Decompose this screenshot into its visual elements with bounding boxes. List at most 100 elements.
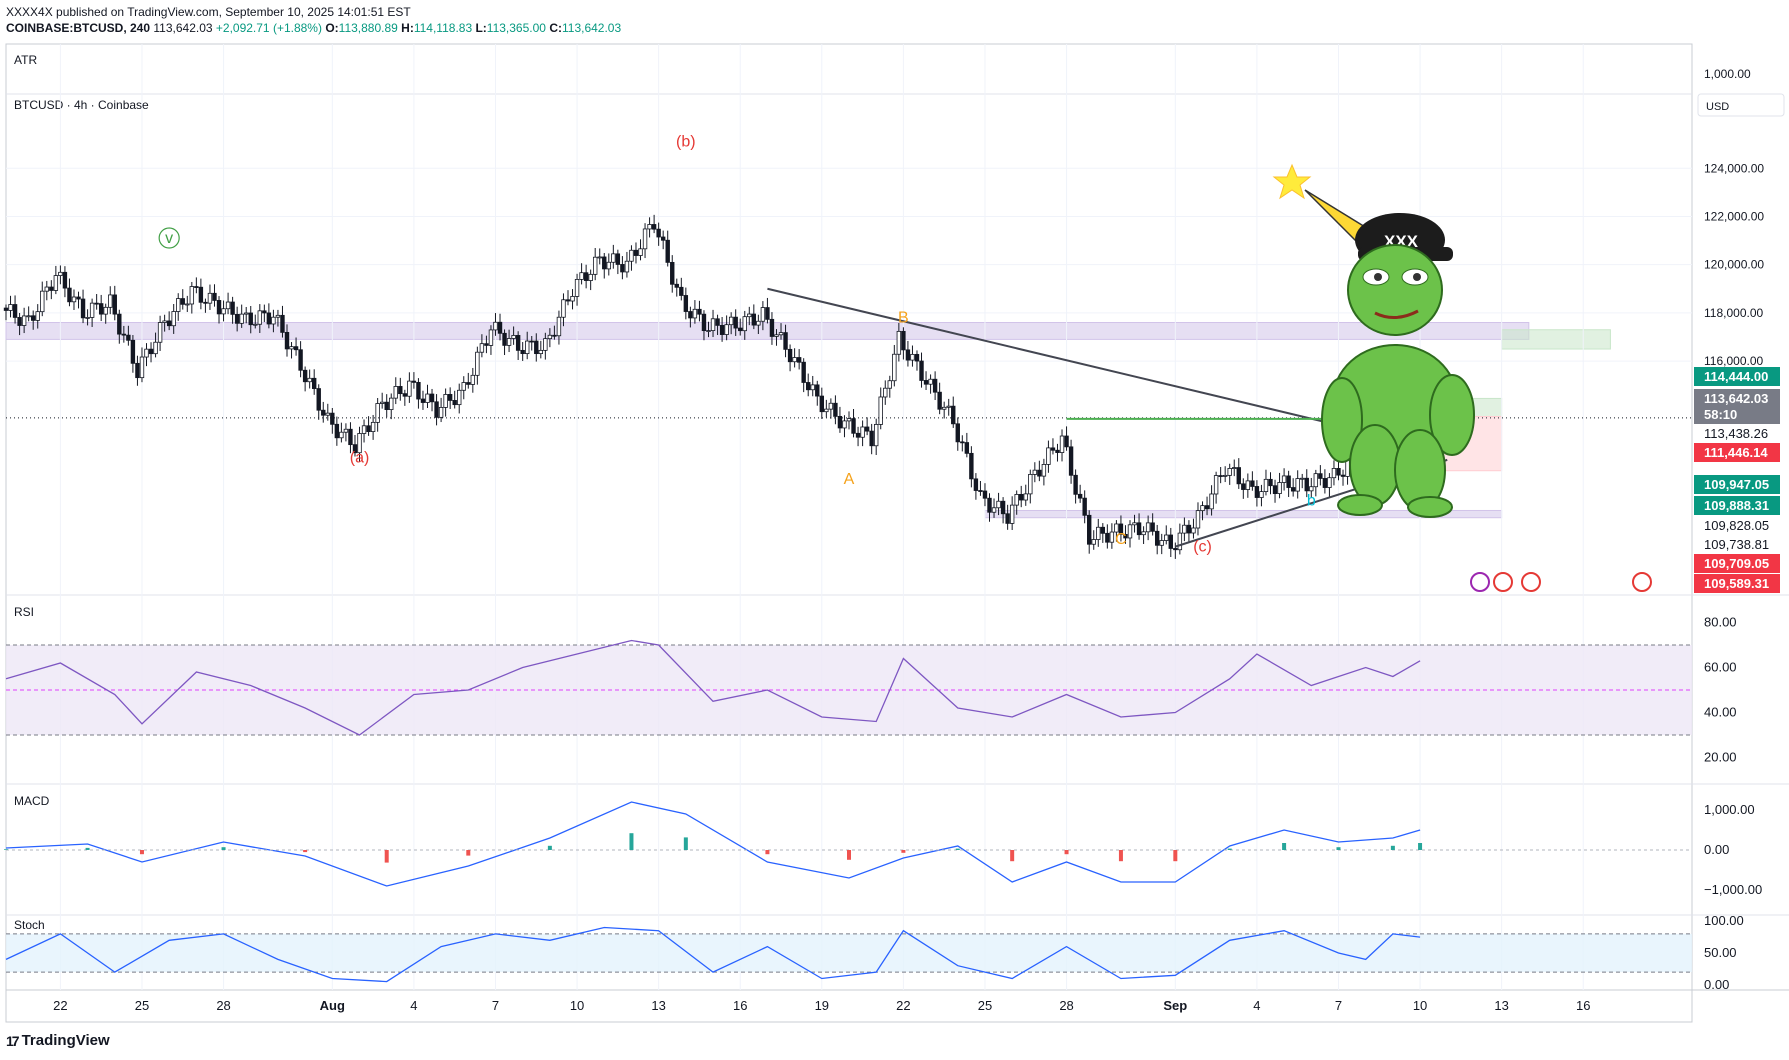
candle-body xyxy=(778,332,784,336)
candle-body xyxy=(991,507,997,513)
candle-body xyxy=(1046,447,1051,465)
candle-body xyxy=(742,316,747,332)
macd-histogram-bar xyxy=(1336,847,1341,850)
currency-box[interactable] xyxy=(1697,93,1785,117)
price-badge-label: 111,446.14 xyxy=(1704,445,1768,460)
event-icons[interactable] xyxy=(1470,572,1652,592)
candle-body xyxy=(592,256,598,275)
candle-body xyxy=(207,292,213,304)
high-label: H: xyxy=(401,21,414,35)
candle-body xyxy=(17,317,22,326)
chart-canvas[interactable]: ATR 1,000.00 BTCUSD · 4h · Coinbase USD … xyxy=(0,0,1789,1030)
candle-body xyxy=(253,323,258,326)
candle-body xyxy=(1213,475,1219,495)
wave-label: B xyxy=(898,310,909,327)
price-tick-label: 124,000.00 xyxy=(1704,161,1764,175)
candle-body xyxy=(266,312,272,325)
time-tick-label: 22 xyxy=(896,998,910,1013)
candle-body xyxy=(756,320,761,326)
last-price: 113,642.03 xyxy=(153,21,213,35)
candle-body xyxy=(987,497,992,513)
time-tick-label: 7 xyxy=(1335,998,1342,1013)
candle-body xyxy=(765,307,770,320)
candle-body xyxy=(837,415,843,429)
candle-body xyxy=(574,278,580,297)
candle-body xyxy=(1150,522,1155,532)
wave-label: (c) xyxy=(1193,538,1212,555)
candle-body xyxy=(1331,468,1337,479)
candles-layer xyxy=(3,214,1418,559)
us-flag-icon[interactable] xyxy=(1521,572,1541,592)
candle-body xyxy=(1309,486,1314,492)
candle-body xyxy=(1277,482,1282,494)
candle-body xyxy=(960,441,965,444)
rsi-tick-label: 20.00 xyxy=(1704,750,1737,765)
candle-body xyxy=(633,249,639,256)
candle-body xyxy=(851,418,856,434)
symbol-label: COINBASE:BTCUSD, 240 xyxy=(6,21,151,35)
candle-body xyxy=(94,302,99,305)
us-flag-icon[interactable] xyxy=(1632,572,1652,592)
macd-histogram-bar xyxy=(1173,850,1178,862)
candle-body xyxy=(80,298,86,319)
rsi-label: RSI xyxy=(14,605,34,619)
price-badge xyxy=(1694,405,1780,424)
candle-body xyxy=(1177,532,1183,551)
macd-histogram-bar xyxy=(629,833,634,850)
candle-body xyxy=(1209,493,1214,510)
macd-histogram-bar xyxy=(466,850,471,856)
candle-body xyxy=(58,271,63,276)
candle-body xyxy=(352,444,358,454)
ohlc-line: COINBASE:BTCUSD, 240 113,642.03 +2,092.7… xyxy=(6,20,621,36)
candle-body xyxy=(1118,523,1124,535)
price-badge xyxy=(1694,443,1780,462)
candle-body xyxy=(135,362,140,379)
candle-body xyxy=(751,313,757,326)
candle-body xyxy=(1068,446,1074,476)
candle-body xyxy=(1132,522,1137,526)
wave-label: b xyxy=(1307,493,1316,510)
price-badge-label: 114,444.00 xyxy=(1704,369,1768,384)
time-tick-label: 7 xyxy=(492,998,499,1013)
candle-body xyxy=(570,296,575,302)
candle-body xyxy=(103,306,108,315)
candle-body xyxy=(896,330,902,355)
candle-body xyxy=(828,402,834,410)
candle-body xyxy=(543,338,548,351)
candle-body xyxy=(1313,473,1319,488)
flash-icon[interactable] xyxy=(1470,572,1490,592)
tradingview-logo[interactable]: 17 TradingView xyxy=(6,1032,110,1049)
candle-body xyxy=(402,393,408,397)
candle-body xyxy=(855,432,861,438)
candle-body xyxy=(67,287,72,303)
wave-circle xyxy=(158,227,180,249)
candle-body xyxy=(738,327,743,332)
candle-body xyxy=(443,394,448,408)
candle-body xyxy=(860,426,865,438)
candle-body xyxy=(244,312,249,315)
band-fill xyxy=(6,933,1692,973)
candle-body xyxy=(982,490,988,499)
open-value: 113,880.89 xyxy=(338,21,398,35)
target-zone xyxy=(1501,329,1611,350)
main-pane-label: BTCUSD · 4h · Coinbase xyxy=(14,98,149,112)
candle-body xyxy=(978,490,983,492)
us-flag-icon[interactable] xyxy=(1493,572,1513,592)
candle-body xyxy=(928,378,933,385)
candle-body xyxy=(1087,514,1092,545)
stoch-k-line xyxy=(5,926,1421,983)
candle-body xyxy=(1023,493,1028,501)
open-label: O: xyxy=(325,21,339,35)
low-value: 113,365.00 xyxy=(486,21,546,35)
macd-histogram-bar xyxy=(1010,850,1015,862)
candle-body xyxy=(1236,467,1241,485)
candle-body xyxy=(302,369,308,383)
candle-body xyxy=(171,311,176,327)
candle-body xyxy=(1091,539,1096,545)
candle-body xyxy=(556,316,562,337)
candle-body xyxy=(3,307,9,311)
candle-body xyxy=(1077,493,1083,499)
candle-body xyxy=(330,412,335,425)
candle-body xyxy=(275,314,281,318)
candle-body xyxy=(271,316,276,325)
